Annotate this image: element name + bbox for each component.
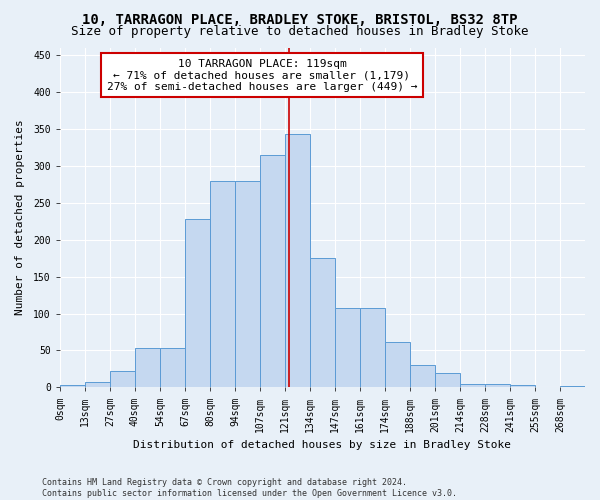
Bar [185, 219, 210, 388]
Bar [335, 308, 360, 388]
Bar [385, 342, 410, 388]
Bar [360, 308, 385, 388]
Text: Contains HM Land Registry data © Crown copyright and database right 2024.
Contai: Contains HM Land Registry data © Crown c… [42, 478, 457, 498]
Bar [235, 180, 260, 388]
Bar [435, 372, 460, 388]
Text: 10, TARRAGON PLACE, BRADLEY STOKE, BRISTOL, BS32 8TP: 10, TARRAGON PLACE, BRADLEY STOKE, BRIST… [82, 12, 518, 26]
Bar [60, 385, 85, 388]
Bar [160, 348, 185, 388]
Bar [210, 180, 235, 388]
Bar [310, 258, 335, 388]
Bar [135, 348, 160, 388]
Bar [285, 134, 310, 388]
X-axis label: Distribution of detached houses by size in Bradley Stoke: Distribution of detached houses by size … [133, 440, 511, 450]
Text: Size of property relative to detached houses in Bradley Stoke: Size of property relative to detached ho… [71, 25, 529, 38]
Bar [460, 384, 485, 388]
Bar [260, 154, 285, 388]
Y-axis label: Number of detached properties: Number of detached properties [15, 120, 25, 316]
Bar [510, 385, 535, 388]
Bar [410, 365, 435, 388]
Bar [85, 382, 110, 388]
Text: 10 TARRAGON PLACE: 119sqm
← 71% of detached houses are smaller (1,179)
27% of se: 10 TARRAGON PLACE: 119sqm ← 71% of detac… [107, 58, 417, 92]
Bar [560, 386, 585, 388]
Bar [110, 371, 135, 388]
Bar [485, 384, 510, 388]
